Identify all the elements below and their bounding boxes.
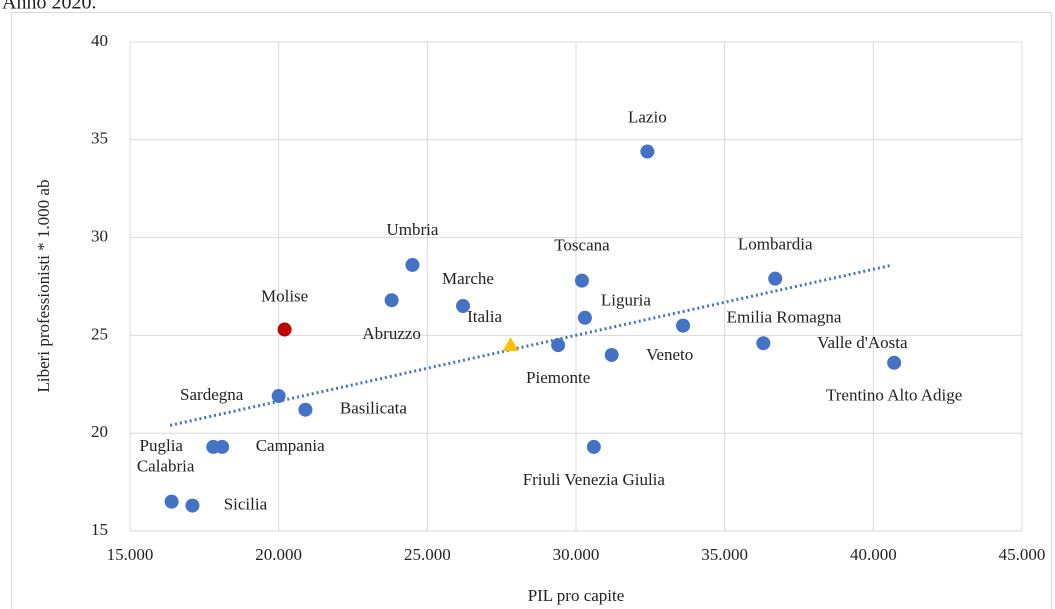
data-label: Molise: [261, 286, 308, 305]
data-label: Trentino Alto Adige: [826, 386, 962, 405]
data-point: [577, 310, 592, 325]
data-label: Lombardia: [738, 235, 813, 254]
trendline: [169, 263, 893, 427]
x-tick-label: 35.000: [701, 545, 748, 564]
data-point: [574, 273, 589, 288]
data-point: [756, 336, 771, 351]
data-label: Lazio: [628, 107, 667, 126]
data-point: [676, 318, 691, 333]
data-label: Italia: [467, 307, 502, 326]
data-label: Toscana: [554, 236, 610, 255]
data-point: [502, 337, 519, 352]
data-label: Friuli Venezia Giulia: [523, 470, 666, 489]
data-label: Umbria: [386, 220, 438, 239]
data-point: [604, 347, 619, 362]
data-label: Piemonte: [526, 368, 590, 387]
y-tick-label: 30: [91, 227, 108, 246]
data-label: Liguria: [601, 291, 651, 310]
data-label: Valle d'Aosta: [817, 333, 908, 352]
data-point: [271, 389, 286, 404]
data-label: Emilia Romagna: [727, 308, 842, 327]
data-point: [185, 498, 200, 513]
y-axis-label: Liberi professionisti * 1.000 ab: [34, 180, 53, 393]
data-label: Basilicata: [340, 399, 407, 418]
data-label: Marche: [442, 269, 494, 288]
data-point: [456, 299, 471, 314]
y-tick-label: 40: [91, 31, 108, 50]
chart-title: Anno 2020.: [2, 0, 96, 14]
data-point: [384, 293, 399, 308]
x-axis-label: PIL pro capite: [528, 586, 625, 605]
data-label: Sicilia: [224, 494, 268, 513]
data-point: [164, 494, 179, 509]
x-tick-label: 40.000: [850, 545, 897, 564]
chart-border: [11, 12, 1052, 609]
data-point: [298, 402, 313, 417]
x-tick-label: 45.000: [999, 545, 1046, 564]
x-tick-label: 15.000: [107, 545, 154, 564]
data-point: [277, 322, 292, 337]
data-point: [405, 257, 420, 272]
data-point: [551, 338, 566, 353]
y-tick-label: 20: [91, 422, 108, 441]
data-label: Sardegna: [180, 385, 244, 404]
data-label: Veneto: [646, 345, 693, 364]
x-tick-label: 20.000: [255, 545, 302, 564]
data-point: [887, 355, 902, 370]
data-point: [215, 439, 230, 454]
data-label: Calabria: [137, 457, 195, 476]
data-label: Abruzzo: [362, 324, 421, 343]
data-point: [586, 439, 601, 454]
data-label: Campania: [256, 436, 325, 455]
data-point: [640, 144, 655, 159]
data-label: Puglia: [140, 436, 184, 455]
y-tick-label: 25: [91, 324, 108, 343]
data-point: [768, 271, 783, 286]
y-tick-label: 35: [91, 129, 108, 148]
x-tick-label: 30.000: [553, 545, 600, 564]
y-tick-label: 15: [91, 520, 108, 539]
x-tick-label: 25.000: [404, 545, 451, 564]
